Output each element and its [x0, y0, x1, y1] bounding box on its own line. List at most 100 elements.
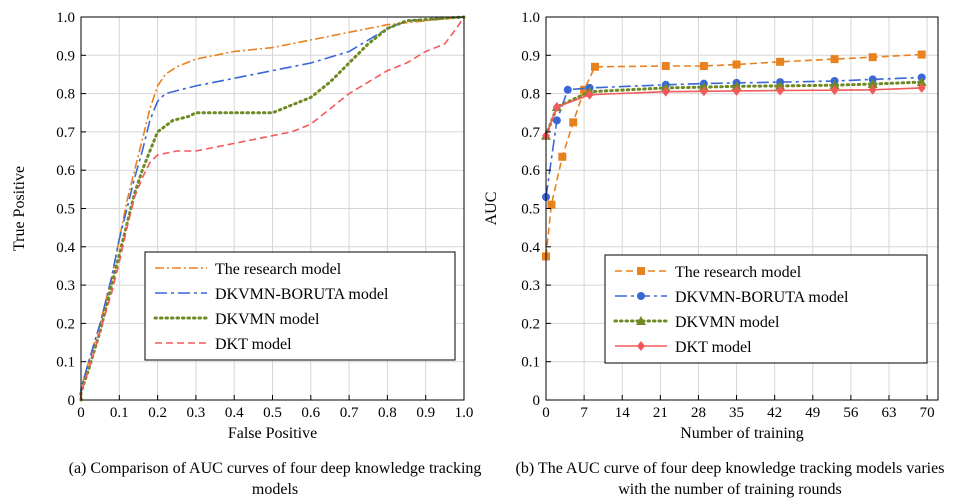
data-point: [552, 102, 561, 113]
y-tick-label: 0.6: [521, 163, 540, 179]
y-tick-label: 0.3: [56, 278, 75, 294]
series-line-2: [544, 80, 924, 138]
x-tick-label: 0.2: [148, 405, 167, 421]
legend-label-2: DKVMN model: [675, 314, 780, 331]
x-tick-label: 0.1: [110, 405, 129, 421]
data-point: [563, 85, 572, 94]
data-point: [830, 55, 839, 64]
y-tick-label: 0: [68, 393, 76, 409]
y-tick-label: 0.8: [56, 87, 75, 103]
legend-marker: [637, 292, 645, 300]
y-tick-label: 0.6: [56, 163, 75, 179]
y-tick-label: 0.8: [521, 87, 540, 103]
series-line-2: [79, 15, 466, 402]
x-axis-label: False Positive: [228, 425, 317, 442]
data-point: [830, 85, 839, 96]
data-point: [776, 57, 785, 66]
x-tick-label: 7: [580, 405, 588, 421]
x-tick-label: 14: [615, 405, 631, 421]
y-tick-label: 0.1: [56, 355, 75, 371]
data-point: [732, 85, 741, 96]
y-tick-label: 0.2: [56, 316, 75, 332]
legend-box: [144, 251, 456, 361]
x-tick-label: 1.0: [455, 405, 474, 421]
y-tick-label: 0.7: [56, 125, 75, 141]
data-point: [917, 50, 926, 59]
legend-label-1: DKVMN-BORUTA model: [675, 289, 849, 306]
data-point: [868, 53, 877, 62]
x-axis-label: Number of training: [680, 425, 804, 442]
y-tick-label: 1.0: [56, 10, 75, 26]
y-tick-label: 0.2: [521, 316, 540, 332]
y-tick-label: 0.9: [56, 48, 75, 64]
legend-label-0: The research model: [215, 261, 342, 278]
legend-box: [604, 254, 928, 364]
y-tick-label: 0.9: [521, 48, 540, 64]
chart-b: 0 7 14 21 28 35 42 49 56 63 70 0 0.1 0.2 0.3 0.4 0.5 0.6 0…: [483, 10, 939, 442]
x-tick-label: 0: [77, 405, 85, 421]
y-tick-label: 0: [533, 393, 541, 409]
data-point: [552, 116, 561, 125]
data-point: [661, 86, 670, 97]
series-line-3: [545, 87, 922, 136]
x-tick-label: 0.8: [378, 405, 397, 421]
legend-marker: [636, 316, 646, 325]
legend-label-0: The research model: [675, 264, 802, 281]
x-tick-label: 35: [729, 405, 744, 421]
y-tick-label: 0.5: [521, 202, 540, 218]
series-line-1: [545, 76, 922, 198]
x-tick-label: 63: [882, 405, 897, 421]
data-point: [867, 79, 878, 89]
x-tick-label: 70: [920, 405, 935, 421]
data-point: [699, 62, 708, 71]
legend-label-3: DKT model: [675, 339, 752, 356]
x-tick-label: 0.4: [225, 405, 244, 421]
x-tick-label: 0.3: [187, 405, 206, 421]
figure: 0 0.1 0.2 0.3 0.4 0.5 0.6 0.7 0.8 0.9 1.0 0 0.1 0.2 0.…: [11, 10, 939, 442]
data-point: [699, 86, 708, 97]
series-line-1: [80, 16, 465, 400]
data-point: [591, 62, 599, 71]
legend-label-2: DKVMN model: [215, 311, 320, 328]
legend: The research model DKVMN-BORUTA model DKVM…: [604, 254, 928, 364]
y-tick-label: 1.0: [521, 10, 540, 26]
y-tick-label: 0.4: [56, 240, 75, 256]
x-tick-label: 49: [805, 405, 820, 421]
data-point: [917, 82, 926, 93]
y-tick-label: 0.4: [521, 240, 540, 256]
x-tick-label: 0.5: [263, 405, 282, 421]
y-tick-label: 0.7: [521, 125, 540, 141]
data-point: [585, 89, 594, 100]
y-tick-label: 0.5: [56, 202, 75, 218]
data-point: [732, 60, 741, 69]
data-point: [868, 84, 877, 95]
data-point: [776, 85, 785, 96]
data-point: [829, 80, 840, 90]
data-point: [916, 77, 927, 87]
data-point: [558, 152, 567, 161]
legend-marker: [637, 341, 645, 351]
x-tick-label: 0: [542, 405, 550, 421]
y-axis-label: AUC: [483, 192, 500, 226]
series-line-3: [80, 16, 465, 400]
data-point: [569, 118, 578, 127]
y-tick-label: 0.3: [521, 278, 540, 294]
data-point: [547, 200, 556, 209]
x-tick-label: 28: [691, 405, 706, 421]
legend: The research model DKVMN-BORUTA model DKVM…: [144, 251, 456, 361]
legend-label-1: DKVMN-BORUTA model: [215, 286, 389, 303]
x-tick-label: 42: [767, 405, 782, 421]
x-tick-label: 0.6: [301, 405, 320, 421]
data-point: [731, 81, 742, 91]
data-point: [775, 80, 786, 90]
caption-a: (a) Comparison of AUC curves of four dee…: [68, 460, 482, 498]
legend-marker: [637, 267, 645, 275]
data-point: [580, 85, 589, 94]
y-axis-label: True Positive: [11, 166, 28, 251]
data-point: [661, 62, 670, 71]
x-tick-label: 0.7: [340, 405, 359, 421]
x-tick-label: 21: [653, 405, 668, 421]
caption-b: (b) The AUC curve of four deep knowledge…: [515, 460, 945, 498]
y-tick-label: 0.1: [521, 355, 540, 371]
x-tick-label: 56: [843, 405, 859, 421]
